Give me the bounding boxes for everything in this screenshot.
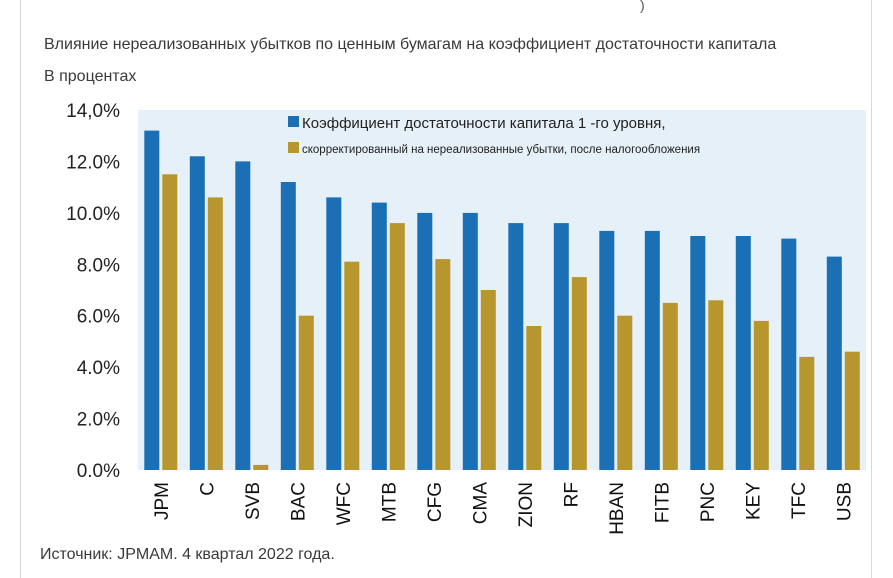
y-tick-label: 14,0% [66, 101, 120, 122]
bar-tfc-series-1 [781, 238, 797, 470]
x-tick-label-zion: ZION [516, 482, 537, 527]
bar-rf-series-2 [571, 277, 587, 470]
x-tick-label-cfg: CFG [425, 482, 446, 522]
legend-swatch-series-1 [288, 116, 299, 127]
bar-cfg-series-2 [435, 259, 451, 470]
x-tick-label-rf: RF [561, 482, 582, 507]
y-tick-label: 2.0% [77, 410, 120, 431]
bar-svb-series-1 [235, 161, 251, 470]
bar-key-series-2 [753, 320, 769, 470]
bar-svb-series-2 [253, 464, 269, 470]
cropped-heading-fragment: ) [640, 0, 645, 13]
x-tick-label-jpm: JPM [152, 482, 173, 520]
bar-zion-series-2 [526, 326, 542, 470]
bar-jpm-series-1 [144, 130, 160, 470]
x-tick-label-mtb: MTB [379, 482, 400, 522]
y-tick-label: 8.0% [77, 255, 120, 276]
bar-usb-series-2 [844, 351, 860, 470]
bar-mtb-series-2 [389, 223, 405, 470]
legend: Коэффициент достаточности капитала 1 -го… [288, 115, 700, 156]
x-tick-label-c: C [197, 482, 218, 496]
bar-wfc-series-1 [326, 197, 342, 470]
bar-key-series-1 [735, 236, 751, 470]
bar-c-series-2 [207, 197, 223, 470]
bars [144, 130, 860, 471]
bar-fitb-series-2 [662, 302, 678, 470]
bar-cma-series-1 [462, 212, 478, 470]
x-tick-label-wfc: WFC [334, 482, 355, 525]
legend-swatch-series-2 [288, 142, 299, 153]
bar-bac-series-2 [298, 315, 314, 470]
y-tick-label: 12.0% [66, 152, 120, 173]
x-tick-label-hban: HBAN [607, 482, 628, 535]
x-tick-label-key: KEY [743, 482, 764, 520]
bar-wfc-series-2 [344, 261, 360, 470]
bar-tfc-series-2 [799, 356, 815, 470]
x-tick-label-svb: SVB [243, 482, 264, 520]
bar-rf-series-1 [553, 223, 569, 470]
bar-mtb-series-1 [371, 202, 387, 470]
bar-bac-series-1 [280, 182, 296, 470]
x-tick-label-bac: BAC [288, 482, 309, 521]
bar-hban-series-1 [599, 230, 615, 470]
legend-label-series-2: скорректированный на нереализованные убы… [302, 144, 700, 156]
chart-title: Влияние нереализованных убытков по ценны… [44, 36, 777, 53]
bar-hban-series-2 [617, 315, 633, 470]
bar-pnc-series-2 [708, 300, 724, 470]
chart-subtitle: В процентах [44, 68, 137, 85]
x-tick-label-usb: USB [834, 482, 855, 521]
x-axis-labels: JPM C SVB BAC WFC MTB CFG CMA ZION RF HBAN FITB PNC K… [152, 482, 855, 535]
legend-label-series-1: Коэффициент достаточности капитала 1 -го… [302, 115, 666, 132]
chart-frame [20, 0, 872, 578]
x-tick-label-fitb: FITB [652, 482, 673, 523]
y-tick-label: 10.0% [66, 204, 120, 225]
y-tick-label: 0.0% [77, 461, 120, 482]
bar-usb-series-1 [826, 256, 842, 470]
bar-cfg-series-1 [417, 212, 433, 470]
x-tick-label-tfc: TFC [789, 482, 810, 519]
source-note: Источник: JPMAM. 4 квартал 2022 года. [40, 546, 335, 563]
y-tick-label: 4.0% [77, 358, 120, 379]
bar-zion-series-1 [508, 223, 524, 470]
bar-pnc-series-1 [690, 236, 706, 470]
bar-c-series-1 [189, 156, 205, 471]
bar-cma-series-2 [480, 290, 496, 470]
y-tick-label: 6.0% [77, 307, 120, 328]
x-tick-label-cma: CMA [470, 482, 491, 525]
bar-fitb-series-1 [644, 230, 660, 470]
y-axis-ticks: 0.0% 2.0% 4.0% 6.0% 8.0% 10.0% 12.0% 14,0% [66, 101, 120, 482]
x-tick-label-pnc: PNC [698, 482, 719, 522]
bar-jpm-series-2 [162, 174, 178, 471]
